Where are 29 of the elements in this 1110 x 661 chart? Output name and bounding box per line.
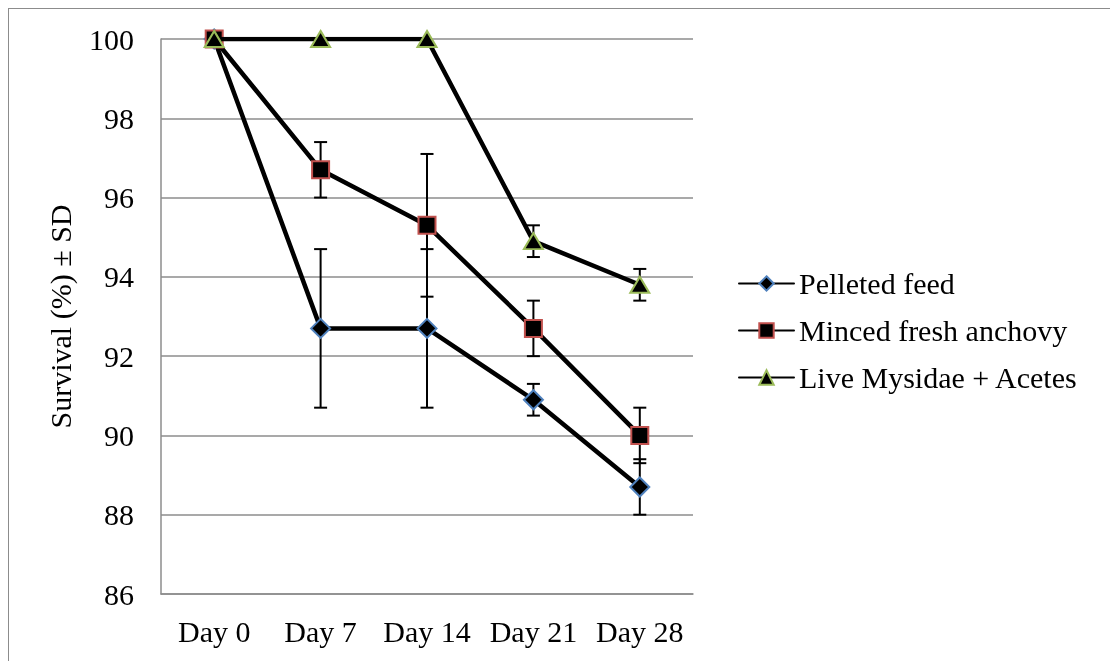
x-tick-label: Day 21 xyxy=(489,614,578,648)
point xyxy=(523,318,543,338)
legend-label: Minced fresh anchovy xyxy=(799,314,1068,347)
point xyxy=(417,215,437,235)
x-tick-label: Day 14 xyxy=(383,614,471,648)
point xyxy=(629,275,651,294)
point xyxy=(629,476,651,498)
y-tick-label: 98 xyxy=(104,101,134,135)
point xyxy=(416,30,438,48)
point xyxy=(416,317,438,339)
y-tick-label: 100 xyxy=(89,22,134,56)
y-tick-label: 88 xyxy=(104,498,134,532)
y-tick-label: 96 xyxy=(104,181,134,215)
y-tick-label: 94 xyxy=(104,260,134,294)
y-axis-title: Survival (%) ± SD xyxy=(43,204,78,429)
point xyxy=(522,389,544,411)
x-tick-label: Day 0 xyxy=(177,614,251,648)
point xyxy=(310,30,332,48)
point xyxy=(310,317,332,339)
x-tick-label: Day 28 xyxy=(596,614,684,648)
point xyxy=(630,425,650,445)
y-tick-label: 86 xyxy=(104,577,134,611)
legend-label: Live Mysidae + Acetes xyxy=(799,361,1077,394)
point xyxy=(522,232,544,251)
point xyxy=(311,160,331,180)
legend-label: Pelleted feed xyxy=(799,267,955,300)
y-tick-label: 90 xyxy=(104,418,134,452)
x-tick-label: Day 7 xyxy=(284,614,357,648)
y-tick-label: 92 xyxy=(104,339,134,373)
